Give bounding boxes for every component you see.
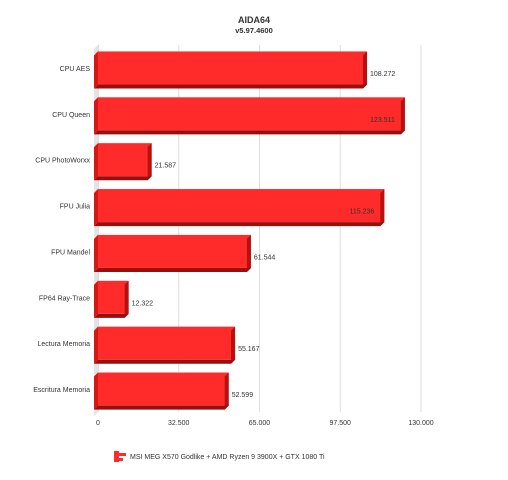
bar: [94, 143, 152, 181]
value-label: 61.544: [254, 254, 276, 261]
x-axis: 0 32.500 65.000 97.500 130.000: [96, 420, 434, 427]
chart-title: AIDA64: [238, 15, 270, 25]
x-tick-label: 97.500: [330, 420, 352, 427]
bar: [94, 234, 251, 272]
bars: [94, 51, 405, 410]
legend-label: MSI MEG X570 Godlike + AMD Ryzen 9 3900X…: [130, 454, 325, 461]
legend[interactable]: MSI MEG X570 Godlike + AMD Ryzen 9 3900X…: [114, 451, 325, 462]
x-tick-label: 0: [96, 420, 100, 427]
category-label: Escritura Memoria: [33, 387, 90, 394]
value-label: 21.587: [155, 163, 177, 170]
category-label: CPU AES: [60, 66, 91, 73]
category-label: FPU Mandel: [51, 249, 90, 256]
category-label: Lectura Memoria: [37, 341, 90, 348]
category-label: CPU Queen: [52, 112, 90, 119]
value-label: 12.322: [132, 300, 154, 307]
category-label: CPU PhotoWorxx: [35, 158, 90, 165]
legend-swatch-icon: [114, 451, 126, 462]
labels: CPU AES 108.272 CPU Queen 123.511 CPU PhotoW…: [33, 66, 395, 399]
bar: [94, 189, 385, 227]
category-label: FPU Julia: [60, 204, 90, 211]
x-tick-label: 32.500: [168, 420, 190, 427]
value-label: 55.167: [238, 346, 260, 353]
category-label: FP64 Ray-Trace: [39, 295, 90, 302]
value-label: 108.272: [370, 71, 395, 78]
value-label: 123.511: [370, 117, 395, 124]
value-label: 52.599: [232, 392, 254, 399]
bar: [94, 326, 236, 364]
bar: [94, 280, 129, 318]
value-label: 115.236: [350, 209, 375, 216]
bar: [94, 97, 405, 135]
x-tick-label: 65.000: [249, 420, 271, 427]
chart-subtitle: v5.97.4600: [235, 26, 273, 35]
bar: [94, 51, 368, 89]
axis-wall: [94, 45, 98, 416]
x-tick-label: 130.000: [408, 420, 433, 427]
bar: [94, 372, 229, 410]
